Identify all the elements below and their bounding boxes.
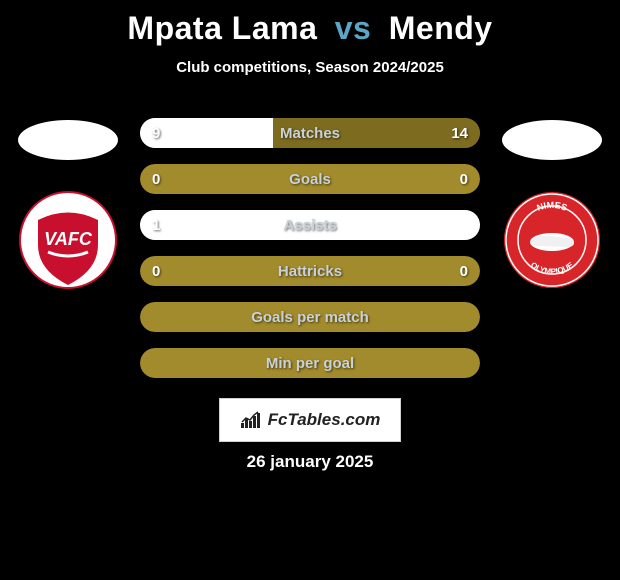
left-side: VAFC (8, 110, 128, 290)
stat-bar: 1 Assists (140, 210, 480, 240)
left-ellipse (18, 120, 118, 160)
comparison-infographic: Mpata Lama vs Mendy Club competitions, S… (0, 0, 620, 580)
bar-label: Hattricks (278, 263, 342, 280)
left-team-badge: VAFC (18, 190, 118, 290)
player2-name: Mendy (389, 10, 493, 46)
right-team-badge: NIMES OLYMPIQUE (502, 190, 602, 290)
bar-value-right: 0 (460, 171, 468, 188)
bar-label: Matches (280, 125, 340, 142)
nimes-badge-icon: NIMES OLYMPIQUE (502, 190, 602, 290)
svg-text:VAFC: VAFC (44, 229, 93, 249)
page-title: Mpata Lama vs Mendy (0, 0, 620, 47)
content-row: VAFC 9 14 Matches 0 0 Goals 1 Assists 0 0 Hattrick… (0, 110, 620, 378)
stat-bar: 0 0 Goals (140, 164, 480, 194)
bar-label: Goals (289, 171, 331, 188)
stat-bar: 0 0 Hattricks (140, 256, 480, 286)
bar-value-left: 0 (152, 263, 160, 280)
stat-bar: Min per goal (140, 348, 480, 378)
stat-bar: Goals per match (140, 302, 480, 332)
bar-value-left: 9 (152, 125, 160, 142)
subtitle: Club competitions, Season 2024/2025 (0, 59, 620, 76)
bar-label: Assists (283, 217, 336, 234)
vs-label: vs (335, 10, 372, 46)
chart-icon (240, 411, 262, 429)
date-label: 26 january 2025 (0, 452, 620, 472)
brand-watermark: FcTables.com (219, 398, 401, 442)
bar-value-right: 0 (460, 263, 468, 280)
bar-value-left: 1 (152, 217, 160, 234)
vafc-badge-icon: VAFC (18, 190, 118, 290)
bar-label: Min per goal (266, 355, 354, 372)
stat-bars: 9 14 Matches 0 0 Goals 1 Assists 0 0 Hattricks Goal… (140, 118, 480, 378)
bar-label: Goals per match (251, 309, 369, 326)
bar-value-right: 14 (451, 125, 468, 142)
bar-value-left: 0 (152, 171, 160, 188)
right-side: NIMES OLYMPIQUE (492, 110, 612, 290)
right-ellipse (502, 120, 602, 160)
player1-name: Mpata Lama (127, 10, 317, 46)
brand-text: FcTables.com (268, 410, 381, 430)
stat-bar: 9 14 Matches (140, 118, 480, 148)
